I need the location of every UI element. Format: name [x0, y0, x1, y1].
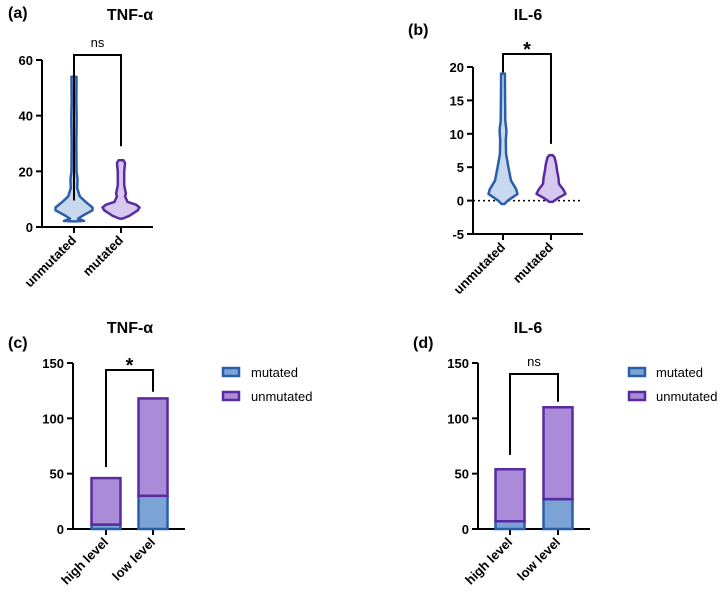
y-tick-label: 150 [42, 356, 64, 371]
significance-label: * [126, 355, 134, 377]
bar-mutated [542, 497, 574, 531]
panel-b: (b) IL-6 -5 0 5 10 15 20 unmutated mutated * [408, 7, 583, 297]
legend-swatch-unmutated [221, 390, 241, 402]
bar-unmutated [90, 476, 122, 526]
significance-label: ns [527, 354, 541, 369]
significance-bracket [509, 373, 559, 455]
y-tick-label: 40 [19, 109, 33, 124]
panel-d: (d) IL-6 0 50 100 150 high level low level mutat… [413, 320, 717, 588]
significance-bracket [73, 54, 122, 201]
y-tick-label: -5 [452, 227, 464, 242]
y-tick-label: 0 [57, 522, 64, 537]
x-tick-label: unmutated [22, 232, 80, 290]
bar-unmutated [494, 467, 526, 523]
x-tick-label: low level [109, 535, 158, 584]
y-tick-label: 20 [450, 60, 464, 75]
legend-swatch-unmutated [627, 390, 647, 402]
violin-unmutated [487, 72, 519, 206]
legend-label: unmutated [251, 389, 312, 404]
legend-label: mutated [656, 365, 703, 380]
y-tick-label: 5 [457, 160, 464, 175]
y-tick-label: 0 [26, 220, 33, 235]
panel-label: (d) [413, 335, 433, 352]
legend-swatch-mutated [221, 366, 241, 378]
y-tick-label: 0 [457, 194, 464, 209]
y-tick-label: 10 [450, 127, 464, 142]
x-tick-label: high level [462, 535, 515, 588]
chart-title: IL-6 [514, 320, 543, 337]
bar-unmutated [542, 406, 574, 501]
y-tick-label: 0 [462, 522, 469, 537]
chart-title: IL-6 [514, 7, 543, 24]
panel-a: (a) TNF-α 0 20 40 60 unmutated mutated ns [8, 5, 153, 290]
chart-title: TNF-α [107, 320, 153, 337]
y-tick-label: 15 [450, 93, 464, 108]
significance-label: ns [91, 35, 105, 50]
legend-label: unmutated [656, 389, 717, 404]
y-tick-label: 100 [447, 411, 469, 426]
panel-label: (b) [408, 22, 428, 39]
x-tick-label: unmutated [451, 239, 509, 297]
y-tick-label: 60 [19, 53, 33, 68]
x-tick-label: mutated [510, 239, 556, 285]
significance-bracket [502, 53, 552, 144]
significance-bracket [105, 369, 154, 468]
legend-swatch-mutated [627, 366, 647, 378]
y-tick-label: 50 [50, 467, 64, 482]
bar-unmutated [137, 397, 169, 498]
bar-mutated [137, 494, 169, 531]
significance-label: * [523, 39, 531, 61]
legend-label: mutated [251, 365, 298, 380]
y-tick-label: 150 [447, 356, 469, 371]
violin-mutated [535, 153, 567, 204]
y-tick-label: 100 [42, 411, 64, 426]
x-tick-label: high level [58, 535, 111, 588]
violin-mutated [101, 158, 141, 220]
y-tick-label: 20 [19, 164, 33, 179]
panel-label: (c) [8, 335, 28, 352]
x-tick-label: mutated [80, 232, 126, 278]
y-tick-label: 50 [455, 467, 469, 482]
chart-title: TNF-α [107, 7, 153, 24]
x-tick-label: low level [514, 535, 563, 584]
panel-label: (a) [8, 5, 28, 22]
